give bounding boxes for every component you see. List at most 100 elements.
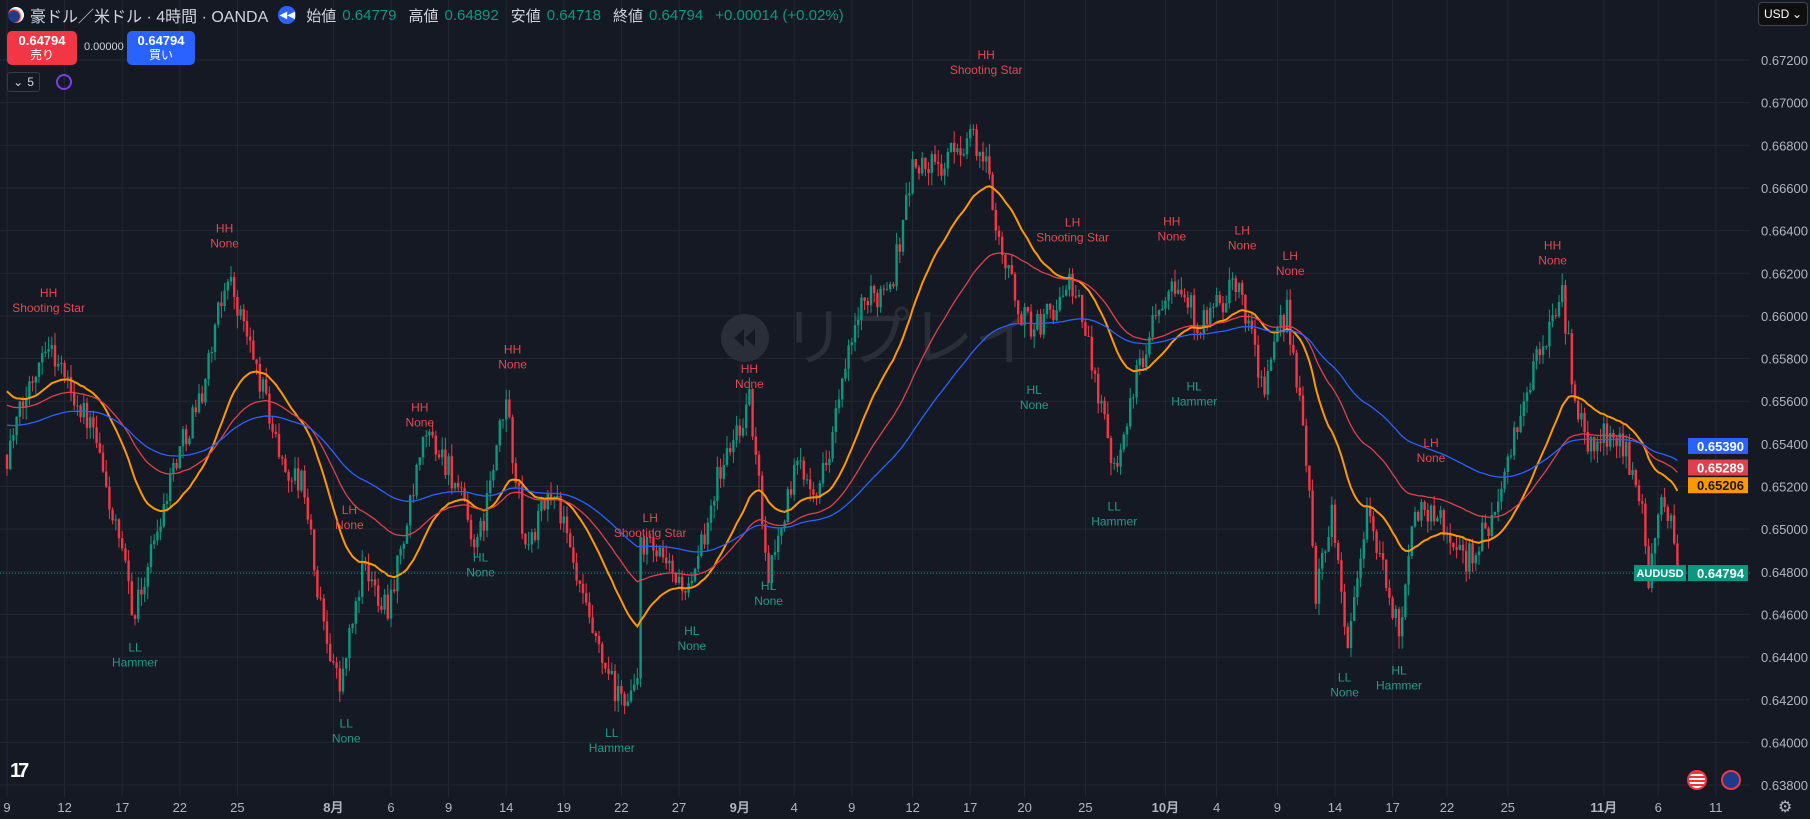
settings-icon[interactable]: ⚙ [1778, 799, 1793, 816]
au-flag-event-icon[interactable] [1721, 770, 1741, 790]
time-tick-label: 25 [1078, 800, 1092, 815]
candle-body [117, 519, 121, 539]
candle-body [268, 393, 271, 424]
candle-body [757, 454, 761, 476]
pivot-label-type: HH [504, 343, 521, 357]
candle-body [901, 219, 905, 252]
indicators-collapse-toggle[interactable]: ⌄ 5 [7, 72, 40, 92]
sync-icon[interactable] [56, 74, 72, 90]
candle-body [1244, 294, 1247, 324]
candle-body [370, 579, 373, 582]
candle-body [633, 684, 636, 691]
symbol-title[interactable]: 豪ドル／米ドル · 4時間 · OANDA [30, 9, 269, 26]
tradingview-logo[interactable]: 17 [10, 760, 29, 782]
candle-body [226, 281, 229, 291]
pivot-label-pattern: None [1538, 254, 1567, 268]
candle-body [1189, 295, 1193, 308]
candle-body [658, 547, 661, 557]
candle-body [1452, 542, 1455, 548]
candle-body [1596, 441, 1599, 452]
candle-body [309, 519, 313, 530]
candle-body [1116, 462, 1119, 467]
candle-body [460, 487, 463, 489]
candle-body [809, 479, 812, 490]
candle-body [1573, 384, 1577, 401]
candle-body [581, 583, 585, 594]
candle-body [572, 547, 575, 563]
candle-body [1001, 236, 1004, 256]
candle-body [937, 161, 940, 164]
candle-body [1103, 400, 1106, 415]
candle-body [1506, 456, 1509, 473]
candle-body [668, 560, 671, 564]
candle-body [754, 436, 757, 455]
candle-body [1497, 501, 1500, 512]
buy-button[interactable]: 0.64794 買い [127, 31, 195, 65]
candle-body [1148, 337, 1151, 355]
low-label: 安値 [510, 7, 541, 25]
moving-average-line [6, 318, 1678, 553]
candle-body [1093, 370, 1097, 374]
candle-body [1397, 609, 1401, 637]
candle-body [1279, 314, 1282, 327]
candle-body [642, 537, 645, 555]
candle-body [1250, 320, 1253, 330]
sell-button[interactable]: 0.64794 売り [7, 31, 77, 65]
candle-body [1324, 551, 1327, 553]
candle-body [306, 497, 309, 520]
candle-body [645, 537, 649, 555]
moving-averages [6, 185, 1679, 629]
candle-body [1343, 591, 1346, 627]
price-axis[interactable]: 0.67200 0.67000 0.66800 0.66600 0.66400 0.662… [1634, 0, 1810, 819]
candle-body [511, 417, 514, 464]
candle-body [649, 537, 652, 539]
candle-body [697, 555, 700, 569]
symbol-badge [1634, 565, 1686, 582]
candle-body [1218, 294, 1221, 304]
candle-body [729, 448, 732, 453]
pivot-label-pattern: None [677, 639, 706, 653]
candle-body [1026, 307, 1029, 312]
candle-body [1132, 397, 1135, 399]
candle-body [837, 399, 841, 409]
candle-body [796, 460, 799, 466]
candle-body [1641, 501, 1644, 504]
us-flag-event-icon[interactable] [1687, 770, 1707, 790]
candle-body [1010, 265, 1013, 274]
candle-body [505, 399, 508, 420]
candle-body [364, 562, 367, 565]
candle-body [437, 454, 441, 458]
time-axis[interactable]: 9 12 17 22 25 8月 6 9 14 19 22 27 9月 4 9 12 17 20 25 10月 4 9 14… [3, 800, 1722, 815]
candle-body [818, 483, 821, 498]
pivot-label-type: HH [216, 221, 233, 235]
candle-body [303, 470, 306, 498]
candle-body [1589, 436, 1593, 452]
time-tick-label: 22 [1440, 800, 1454, 815]
candle-body [1349, 621, 1353, 649]
candle-body [924, 157, 927, 170]
price-tick-label: 0.66200 [1761, 266, 1808, 281]
candle-body [181, 429, 185, 447]
candle-body [204, 379, 207, 403]
candle-body [1522, 401, 1525, 417]
currency-select[interactable]: USD ⌄ [1758, 2, 1808, 26]
pivot-label-type: HH [1544, 239, 1561, 253]
candle-body [1161, 308, 1164, 311]
candle-body [495, 445, 498, 470]
candle-body [1570, 333, 1573, 385]
replay-icon[interactable]: ◀◀ [278, 6, 297, 24]
pivot-label-pattern: None [754, 594, 783, 608]
candle-body [1193, 295, 1196, 329]
pivot-label-pattern: None [405, 415, 434, 429]
candle-body [233, 276, 236, 297]
candle-body [690, 580, 693, 584]
candle-body [114, 519, 117, 521]
candle-body [1436, 517, 1439, 522]
candle-body [594, 632, 597, 637]
candle-body [802, 460, 805, 480]
spread: 0.00000 [84, 41, 124, 53]
candle-body [12, 435, 15, 441]
candle-body [911, 159, 914, 194]
candle-body [892, 284, 895, 287]
